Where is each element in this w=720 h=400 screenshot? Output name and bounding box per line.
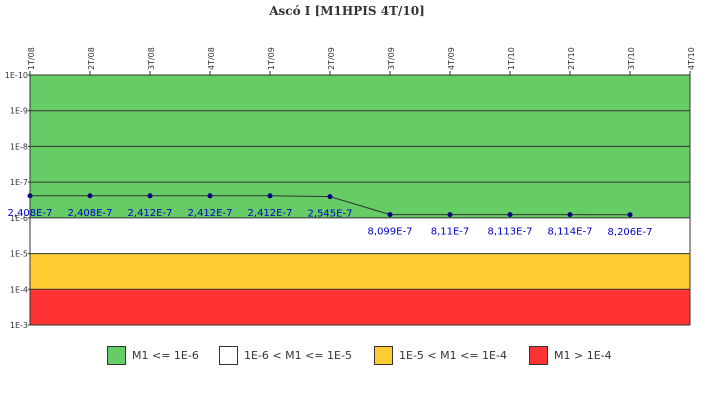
- grid-lines: [30, 110, 690, 290]
- y-axis: 1E-10 1E-9 1E-8 1E-7 1E-6 1E-5 1E-4 1E-3: [5, 71, 30, 330]
- data-point: [627, 212, 633, 218]
- data-label: 8,113E-7: [488, 227, 533, 238]
- data-label: 2,412E-7: [248, 208, 293, 219]
- x-tick-label: 1T/10: [507, 47, 516, 70]
- x-tick-label: 4T/09: [447, 47, 456, 70]
- y-tick-label: 1E-5: [10, 250, 28, 259]
- data-label: 8,099E-7: [368, 227, 413, 238]
- legend-swatch-yellow: [374, 345, 393, 365]
- x-axis: 1T/08 2T/08 3T/08 4T/08 1T/09 2T/09 3T/09 4T/09…: [27, 47, 696, 75]
- legend-label: 1E-6 < M1 <= 1E-5: [244, 348, 352, 362]
- x-tick-label: 4T/08: [207, 47, 216, 70]
- y-tick-label: 1E-7: [10, 178, 28, 187]
- band-3: [30, 253, 690, 290]
- data-point: [87, 193, 93, 199]
- data-label: 8,114E-7: [548, 227, 593, 238]
- data-point: [327, 194, 333, 200]
- legend-swatch-green: [107, 345, 126, 365]
- chart: Ascó I [M1HPIS 4T/10] 1E-101E-91E-81E-71…: [5, 4, 696, 330]
- data-label: 2,408E-7: [68, 208, 113, 219]
- legend-item-band-1: M1 <= 1E-6: [107, 344, 199, 366]
- y-tick-label: 1E-9: [10, 107, 28, 116]
- x-tick-label: 4T/10: [687, 47, 696, 70]
- data-label: 2,412E-7: [128, 208, 173, 219]
- y-tick-label: 1E-10: [5, 71, 28, 80]
- data-point: [567, 212, 573, 218]
- x-tick-label: 2T/08: [87, 47, 96, 70]
- data-point: [147, 193, 153, 199]
- legend-swatch-red: [529, 345, 548, 365]
- x-tick-label: 2T/10: [567, 47, 576, 70]
- y-tick-label: 1E-6: [10, 214, 28, 223]
- x-tick-label: 3T/08: [147, 47, 156, 70]
- legend-swatch-white: [219, 345, 238, 365]
- data-label: 2,545E-7: [308, 209, 353, 220]
- legend-item-band-3: 1E-5 < M1 <= 1E-4: [374, 344, 507, 366]
- data-series: [27, 193, 633, 218]
- x-tick-label: 2T/09: [327, 47, 336, 70]
- x-tick-label: 3T/10: [627, 47, 636, 70]
- legend: M1 <= 1E-6 1E-6 < M1 <= 1E-5 1E-5 < M1 <…: [0, 344, 720, 368]
- legend-label: 1E-5 < M1 <= 1E-4: [399, 348, 507, 362]
- legend-item-band-2: 1E-6 < M1 <= 1E-5: [219, 344, 352, 366]
- x-tick-label: 1T/09: [267, 47, 276, 70]
- legend-label: M1 > 1E-4: [554, 348, 612, 362]
- data-point: [447, 212, 453, 218]
- band-2: [30, 217, 690, 254]
- band-4: [30, 289, 690, 325]
- data-point: [207, 193, 213, 199]
- chart-title: Ascó I [M1HPIS 4T/10]: [268, 4, 425, 18]
- y-tick-label: 1E-3: [10, 321, 28, 330]
- data-point: [507, 212, 513, 218]
- legend-label: M1 <= 1E-6: [132, 348, 199, 362]
- y-tick-label: 1E-8: [10, 142, 28, 151]
- data-label: 8,206E-7: [608, 227, 653, 238]
- data-label: 8,11E-7: [431, 227, 470, 238]
- x-tick-label: 3T/09: [387, 47, 396, 70]
- data-point: [387, 212, 393, 218]
- threshold-bands: [30, 75, 690, 325]
- y-tick-label: 1E-4: [10, 285, 28, 294]
- x-tick-label: 1T/08: [27, 47, 36, 70]
- plot-border: [29, 74, 691, 326]
- legend-item-band-4: M1 > 1E-4: [529, 344, 612, 366]
- data-point: [267, 193, 273, 199]
- data-label: 2,412E-7: [188, 208, 233, 219]
